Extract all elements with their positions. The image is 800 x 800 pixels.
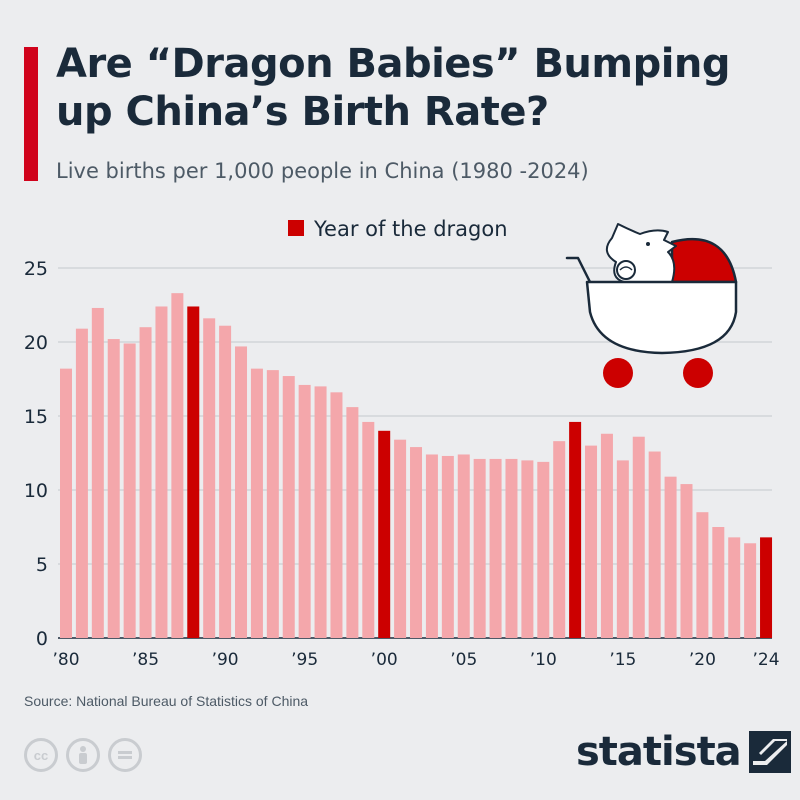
bar-2002 bbox=[410, 447, 423, 638]
y-axis-ticks: 0 5 10 15 20 25 bbox=[24, 258, 48, 650]
bar-2003 bbox=[425, 454, 438, 638]
bar-1996 bbox=[314, 386, 327, 638]
bar-2007 bbox=[489, 458, 502, 638]
bar-2008 bbox=[505, 458, 518, 638]
cc-icon[interactable]: cc bbox=[24, 738, 58, 772]
bar-2021 bbox=[712, 527, 725, 638]
bar-1980 bbox=[60, 368, 72, 638]
x-tick-label: ’00 bbox=[371, 650, 398, 670]
bar-2016 bbox=[632, 436, 645, 638]
statista-logo-icon bbox=[748, 731, 791, 773]
bar-1998 bbox=[346, 407, 359, 638]
bar-1993 bbox=[266, 370, 279, 638]
bar-1999 bbox=[362, 421, 375, 638]
x-tick-label: ’20 bbox=[689, 650, 716, 670]
bar-1994 bbox=[282, 376, 295, 638]
bar-1986 bbox=[155, 306, 168, 638]
bar-1995 bbox=[298, 384, 311, 638]
x-tick-label: ’85 bbox=[132, 650, 159, 670]
x-tick-label: ’10 bbox=[530, 650, 557, 670]
bar-1981 bbox=[75, 328, 88, 638]
bar-1982 bbox=[91, 307, 104, 638]
chart-subtitle: Live births per 1,000 people in China (1… bbox=[56, 159, 589, 183]
bar-2009 bbox=[521, 460, 534, 638]
equals-icon[interactable] bbox=[108, 738, 142, 772]
bar-2015 bbox=[616, 460, 629, 638]
bar-1988 bbox=[187, 306, 200, 638]
bar-1985 bbox=[139, 327, 152, 638]
bar-2000 bbox=[378, 430, 391, 638]
bar-2023 bbox=[744, 543, 757, 638]
bar-1997 bbox=[330, 392, 343, 638]
bar-2005 bbox=[457, 454, 470, 638]
bar-2013 bbox=[585, 445, 598, 638]
chart-title: Are “Dragon Babies” Bumping up China’s B… bbox=[56, 41, 731, 135]
legend-swatch bbox=[288, 220, 304, 236]
bar-1990 bbox=[219, 325, 232, 638]
bar-2018 bbox=[664, 476, 677, 638]
y-tick-label: 0 bbox=[36, 628, 48, 650]
bar-1991 bbox=[235, 346, 248, 638]
bar-1983 bbox=[107, 339, 120, 638]
brand-name: statista bbox=[576, 729, 742, 775]
source-note: Source: National Bureau of Statistics of… bbox=[24, 693, 309, 709]
brand-logo[interactable]: statista bbox=[576, 728, 791, 776]
y-tick-label: 5 bbox=[36, 554, 48, 576]
bar-1992 bbox=[250, 368, 263, 638]
bar-2017 bbox=[648, 451, 661, 638]
bar-2020 bbox=[696, 512, 709, 638]
bar-1987 bbox=[171, 293, 184, 638]
bar-2019 bbox=[680, 484, 693, 638]
bar-1984 bbox=[123, 343, 136, 638]
y-tick-label: 25 bbox=[24, 258, 48, 280]
bar-2022 bbox=[728, 537, 741, 638]
y-tick-label: 10 bbox=[24, 480, 48, 502]
x-tick-label: ’90 bbox=[212, 650, 239, 670]
bar-2024 bbox=[760, 537, 773, 638]
y-tick-label: 15 bbox=[24, 406, 48, 428]
bar-2001 bbox=[394, 439, 407, 638]
bar-1989 bbox=[203, 318, 216, 638]
x-tick-label: ’24 bbox=[753, 650, 780, 670]
bar-chart: 0 5 10 15 20 25 ’80 ’85 ’90 ’95 ’00 ’05 ’10 ’15 ’20 ’2… bbox=[24, 217, 780, 670]
stroller-dragon-icon bbox=[565, 223, 738, 388]
x-axis-ticks: ’80 ’85 ’90 ’95 ’00 ’05 ’10 ’15 ’20 ’24 bbox=[52, 650, 779, 670]
x-tick-label: ’95 bbox=[291, 650, 318, 670]
bar-2011 bbox=[553, 441, 566, 638]
bar-2012 bbox=[569, 421, 582, 638]
bar-2004 bbox=[441, 455, 454, 638]
x-tick-label: ’15 bbox=[609, 650, 636, 670]
x-tick-label: ’05 bbox=[450, 650, 477, 670]
bars bbox=[60, 293, 773, 638]
bar-2010 bbox=[537, 461, 550, 638]
title-accent-bar bbox=[24, 47, 38, 181]
y-tick-label: 20 bbox=[24, 332, 48, 354]
license-icons: cc bbox=[24, 738, 142, 772]
person-icon[interactable] bbox=[66, 738, 100, 772]
bar-2014 bbox=[600, 433, 613, 638]
legend-label: Year of the dragon bbox=[313, 217, 508, 241]
x-tick-label: ’80 bbox=[52, 650, 79, 670]
bar-2006 bbox=[473, 458, 486, 638]
legend: Year of the dragon bbox=[288, 217, 508, 241]
